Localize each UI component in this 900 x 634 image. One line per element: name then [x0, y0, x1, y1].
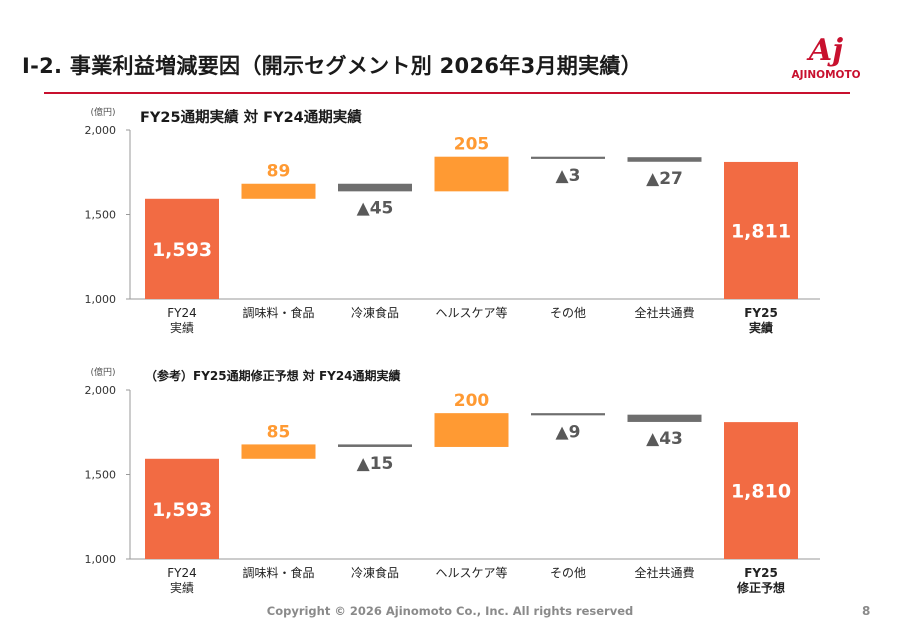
logo-mark: Aj [806, 33, 843, 68]
y-tick-label: 1,500 [85, 209, 117, 222]
x-tick-label: FY24 [167, 566, 197, 580]
bar-total [145, 198, 219, 299]
x-tick-label: FY24 [167, 306, 197, 320]
x-tick-label: 冷凍食品 [351, 305, 399, 320]
y-tick-label: 1,000 [85, 293, 117, 306]
bar-increase [241, 183, 316, 199]
x-tick-label: その他 [550, 306, 586, 320]
bar-increase [241, 444, 316, 459]
data-label: 1,593 [152, 499, 212, 521]
logo-wordmark: AJINOMOTO [791, 69, 860, 81]
unit-label: (億円) [90, 366, 115, 378]
x-tick-label: FY25 [744, 566, 778, 580]
chart-title: FY25通期実績 対 FY24通期実績 [140, 108, 362, 126]
x-tick-label: ヘルスケア等 [435, 306, 507, 320]
data-label: ▲43 [646, 429, 683, 449]
page-number: 8 [862, 604, 871, 618]
x-tick-label: ヘルスケア等 [435, 566, 507, 580]
waterfall-chart-actual: (億円) FY25通期実績 対 FY24通期実績 1,000 1,500 2,000 1,… [85, 106, 820, 335]
bar-total [145, 458, 219, 559]
data-label: 85 [267, 422, 291, 442]
y-tick-label: 1,500 [85, 469, 117, 482]
bar-increase [434, 413, 509, 447]
x-tick-label: 冷凍食品 [351, 565, 399, 580]
ajinomoto-logo: Aj AJINOMOTO [790, 30, 862, 84]
bar-total [724, 161, 798, 299]
data-label: 205 [454, 135, 490, 155]
unit-label: (億円) [90, 106, 115, 118]
x-tick-label: 全社共通費 [634, 305, 694, 320]
x-tick-label: 全社共通費 [634, 565, 694, 580]
x-tick-label: 実績 [170, 320, 194, 335]
data-label: 1,593 [152, 239, 212, 261]
bar-total [724, 422, 798, 559]
x-tick-label: 実績 [749, 320, 773, 335]
y-tick-label: 2,000 [85, 124, 117, 137]
data-label: ▲3 [556, 166, 581, 186]
x-tick-label: FY25 [744, 306, 778, 320]
title-divider [44, 92, 850, 94]
x-tick-label: 調味料・食品 [242, 565, 314, 580]
copyright-footer: Copyright © 2026 Ajinomoto Co., Inc. All… [266, 604, 634, 618]
bar-decrease [627, 157, 702, 162]
data-label: ▲27 [646, 169, 683, 189]
waterfall-chart-forecast: (億円) （参考）FY25通期修正予想 対 FY24通期実績 1,000 1,500 2… [85, 366, 820, 595]
x-tick-label: 調味料・食品 [242, 305, 314, 320]
data-label: 1,811 [731, 220, 791, 242]
data-label: ▲45 [357, 198, 394, 218]
y-tick-label: 1,000 [85, 553, 117, 566]
data-label: ▲9 [556, 422, 581, 442]
bar-decrease [531, 156, 605, 159]
data-label: 1,810 [731, 481, 791, 503]
data-label: ▲15 [357, 454, 394, 474]
bar-decrease [338, 183, 412, 192]
bar-decrease [627, 414, 702, 422]
x-tick-label: 修正予想 [736, 580, 785, 595]
chart-title: （参考）FY25通期修正予想 対 FY24通期実績 [145, 368, 401, 383]
x-tick-label: 実績 [170, 580, 194, 595]
y-tick-label: 2,000 [85, 384, 117, 397]
bar-increase [434, 156, 509, 192]
page-title: Ⅰ-2. 事業利益増減要因（開示セグメント別 2026年3月期実績） [22, 54, 642, 78]
data-label: 200 [454, 391, 490, 411]
bar-decrease [338, 444, 412, 447]
data-label: 89 [267, 162, 291, 182]
bar-decrease [531, 413, 605, 416]
x-tick-label: その他 [550, 566, 586, 580]
